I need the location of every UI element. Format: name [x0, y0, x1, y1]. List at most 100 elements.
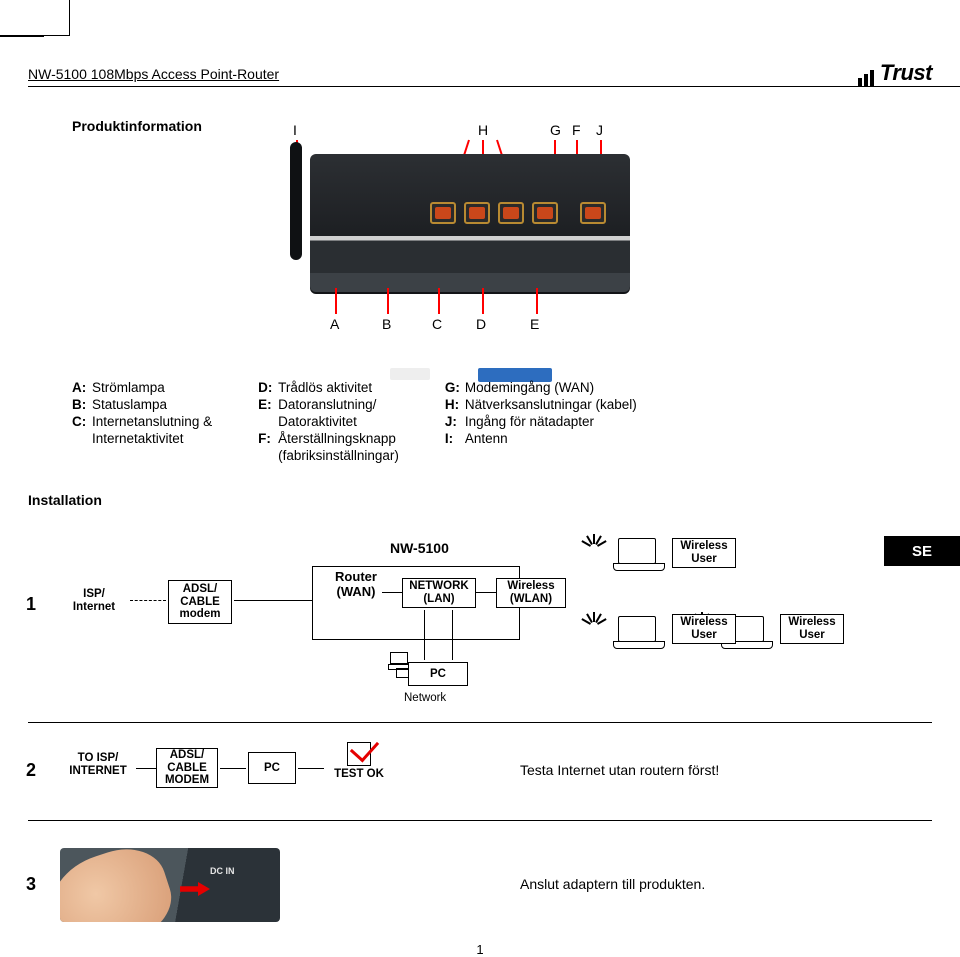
nw5100-label: NW-5100	[390, 540, 449, 556]
connector	[382, 592, 402, 593]
legend-text: (fabriksinställningar)	[278, 448, 399, 463]
pc-box: PC	[408, 662, 468, 686]
arrow-icon	[180, 882, 210, 896]
logo-bars-icon	[858, 60, 876, 86]
testok-label: TEST OK	[334, 768, 384, 780]
step-2-text: Testa Internet utan routern först!	[520, 762, 719, 778]
corner-decor	[0, 0, 70, 36]
port	[580, 202, 606, 224]
locale-tab: SE	[884, 536, 960, 566]
router-figure-top: I H G F J	[250, 124, 690, 304]
port	[532, 202, 558, 224]
wireless-rays-icon	[582, 612, 606, 636]
legend-text: Ingång för nätadapter	[465, 414, 594, 429]
label-F: F	[572, 122, 581, 138]
leader-A	[335, 288, 337, 314]
connector	[298, 768, 324, 769]
legend-text: Internetanslutning &	[92, 414, 212, 429]
legend-text: Trådlös aktivitet	[278, 380, 372, 395]
label-B: B	[382, 316, 391, 332]
brand-logo: Trust	[858, 60, 932, 86]
legend-text: Statuslampa	[92, 397, 167, 412]
legend-key: I:	[445, 431, 465, 446]
connector	[452, 610, 453, 660]
legend-key: E:	[258, 397, 278, 412]
connector	[136, 768, 156, 769]
hand-shape	[60, 848, 181, 922]
product-section-heading: Produktinformation	[72, 118, 202, 134]
dc-in-label: DC IN	[210, 866, 235, 876]
check-icon	[347, 742, 371, 766]
legend-text: Antenn	[465, 431, 508, 446]
legend-key: F:	[258, 431, 278, 446]
connector	[424, 610, 425, 660]
step-3-number: 3	[26, 874, 36, 895]
legend-text: Strömlampa	[92, 380, 165, 395]
network-label: Network	[404, 692, 446, 704]
label-E: E	[530, 316, 539, 332]
pc-mini-icon	[390, 652, 408, 664]
antenna-shape	[290, 142, 302, 260]
adapter-photo: DC IN	[60, 848, 280, 922]
legend: A:Strömlampa B:Statuslampa C:Internetans…	[72, 380, 637, 463]
port	[430, 202, 456, 224]
step-2: 2 TO ISP/ INTERNET ADSL/ CABLE MODEM PC …	[60, 740, 900, 810]
label-G: G	[550, 122, 561, 138]
legend-col-1: A:Strömlampa B:Statuslampa C:Internetans…	[72, 380, 212, 463]
legend-col-3: G:Modemingång (WAN) H:Nätverksanslutning…	[445, 380, 637, 463]
legend-text: Återställningsknapp	[278, 431, 396, 446]
legend-key: C:	[72, 414, 92, 429]
router-front	[310, 236, 630, 292]
leader-C	[438, 288, 440, 314]
step-1-number: 1	[26, 594, 36, 615]
connector	[476, 592, 496, 593]
doc-title: NW-5100 108Mbps Access Point-Router	[28, 66, 279, 82]
label-J: J	[596, 122, 603, 138]
separator	[28, 722, 932, 723]
test-ok: TEST OK	[326, 742, 392, 780]
installation-heading: Installation	[28, 492, 102, 508]
label-A: A	[330, 316, 339, 332]
legend-text: Datoraktivitet	[278, 414, 357, 429]
wireless-user-box: Wireless User	[672, 538, 736, 568]
legend-text: Modemingång (WAN)	[465, 380, 594, 395]
wlan-box: Wireless (WLAN)	[496, 578, 566, 608]
network-lan-box: NETWORK (LAN)	[402, 578, 476, 608]
step-2-number: 2	[26, 760, 36, 781]
wireless-rays-icon	[582, 534, 606, 558]
step-3-text: Anslut adaptern till produkten.	[520, 876, 705, 892]
label-H: H	[478, 122, 488, 138]
legend-key: J:	[445, 414, 465, 429]
label-I: I	[293, 122, 297, 138]
legend-key: H:	[445, 397, 465, 412]
legend-key: A:	[72, 380, 92, 395]
leader-D	[482, 288, 484, 314]
router-figure-bottom-labels: A B C D E	[320, 316, 620, 376]
header-rule	[28, 86, 960, 87]
port	[464, 202, 490, 224]
connector	[234, 600, 312, 601]
label-D: D	[476, 316, 486, 332]
legend-text: Datoranslutning/	[278, 397, 376, 412]
separator	[28, 820, 932, 821]
router-wan-label: Router (WAN)	[328, 570, 384, 600]
to-isp-label: TO ISP/ INTERNET	[60, 748, 136, 782]
modem-box: ADSL/ CABLE modem	[168, 580, 232, 624]
label-C: C	[432, 316, 442, 332]
legend-key: D:	[258, 380, 278, 395]
leader-E	[536, 288, 538, 314]
legend-key: B:	[72, 397, 92, 412]
step-3: 3 DC IN Anslut adaptern till produkten.	[60, 848, 900, 928]
connector	[220, 768, 246, 769]
pc-box: PC	[248, 752, 296, 784]
wireless-user-box: Wireless User	[780, 614, 844, 644]
leader-B	[387, 288, 389, 314]
legend-col-2: D:Trådlös aktivitet E:Datoranslutning/ D…	[258, 380, 399, 463]
ports-row	[430, 202, 606, 224]
dash-line	[130, 600, 166, 601]
laptop-icon	[618, 616, 656, 642]
wireless-user-box: Wireless User	[672, 614, 736, 644]
legend-key: G:	[445, 380, 465, 395]
isp-label: ISP/ Internet	[60, 584, 128, 618]
legend-text: Nätverksanslutningar (kabel)	[465, 397, 637, 412]
